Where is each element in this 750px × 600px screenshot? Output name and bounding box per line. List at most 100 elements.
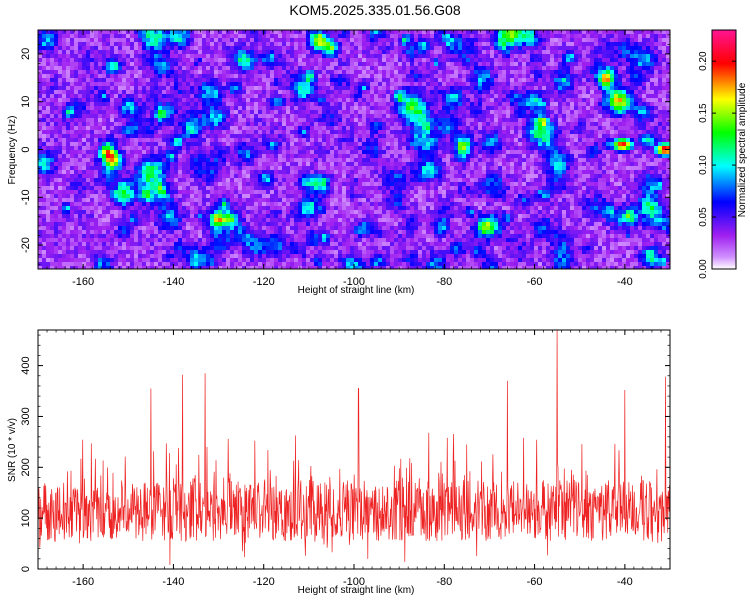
spectrogram-cell (38, 110, 43, 115)
spectrogram-cell (402, 122, 407, 127)
spectrogram-cell (654, 98, 659, 103)
spectrogram-cell (118, 50, 123, 55)
spectrogram-cell (514, 58, 519, 63)
spectrogram-cell (98, 102, 103, 107)
spectrogram-cell (618, 70, 623, 75)
spectrogram-cell (178, 86, 183, 91)
spectrogram-cell (446, 50, 451, 55)
spectrogram-cell (662, 78, 667, 83)
spectrogram-cell (222, 74, 227, 79)
spectrogram-cell (138, 78, 143, 83)
spectrogram-cell (46, 70, 51, 75)
spectrogram-cell (310, 106, 315, 111)
spectrogram-cell (622, 58, 627, 63)
spectrogram-cell (438, 50, 443, 55)
spectrogram-cell (642, 90, 647, 95)
spectrogram-cell (254, 114, 259, 119)
spectrogram-cell (106, 126, 111, 131)
spectrogram-cell (402, 74, 407, 79)
spectrogram-cell (442, 150, 447, 155)
spectrogram-cell (438, 90, 443, 95)
spectrogram-cell (634, 122, 639, 127)
spectrogram-cell (534, 50, 539, 55)
spectrogram-cell (570, 42, 575, 47)
spectrogram-cell (406, 98, 411, 103)
spectrogram-cell (642, 114, 647, 119)
spectrogram-cell (478, 74, 483, 79)
spectrogram-cell (574, 50, 579, 55)
spectrogram-cell (66, 98, 71, 103)
spectrogram-cell (282, 66, 287, 71)
spectrogram-cell (662, 46, 667, 51)
spectrogram-cell (518, 114, 523, 119)
spectrogram-cell (158, 150, 163, 155)
spectrogram-cell (350, 94, 355, 99)
spectrogram-cell (382, 138, 387, 143)
spectrogram-cell (402, 134, 407, 139)
spectrogram-cell (518, 122, 523, 127)
spectrogram-cell (258, 86, 263, 91)
spectrogram-cell (434, 58, 439, 63)
spectrogram-cell (242, 54, 247, 59)
spectrogram-cell (582, 114, 587, 119)
spectrogram-cell (402, 58, 407, 63)
spectrogram-cell (306, 54, 311, 59)
spectrogram-cell (630, 86, 635, 91)
spectrogram-cell (198, 62, 203, 67)
spectrogram-cell (378, 42, 383, 47)
spectrogram-cell (510, 38, 515, 43)
spectrogram-cell (282, 90, 287, 95)
spectrogram-cell (538, 114, 543, 119)
spectrogram-cell (430, 70, 435, 75)
spectrogram-cell (150, 154, 155, 159)
spectrogram-cell (494, 142, 499, 147)
spectrogram-cell (618, 146, 623, 151)
spectrogram-cell (430, 46, 435, 51)
spectrogram-cell (182, 78, 187, 83)
spectrogram-cell (118, 142, 123, 147)
spectrogram-cell (206, 122, 211, 127)
spectrogram-cell (602, 86, 607, 91)
spectrogram-cell (206, 102, 211, 107)
spectrogram-cell (358, 62, 363, 67)
spectrogram-cell (130, 138, 135, 143)
spectrogram-cell (590, 134, 595, 139)
spectrogram-cell (546, 34, 551, 39)
spectrogram-cell (338, 94, 343, 99)
spectrogram-cell (210, 42, 215, 47)
spectrogram-cell (654, 130, 659, 135)
spectrogram-cell (106, 106, 111, 111)
spectrogram-cell (626, 46, 631, 51)
spectrogram-cell (522, 58, 527, 63)
spectrogram-cell (498, 86, 503, 91)
spectrogram-cell (54, 146, 59, 151)
spectrogram-cell (538, 58, 543, 63)
spectrogram-cell (86, 134, 91, 139)
spectrogram-cell (150, 146, 155, 151)
spectrogram-cell (50, 86, 55, 91)
spectrogram-cell (378, 110, 383, 115)
spectrogram-cell (578, 150, 583, 155)
spectrogram-cell (118, 154, 123, 159)
spectrogram-cell (422, 50, 427, 55)
spectrogram-cell (594, 118, 599, 123)
spectrogram-cell (178, 154, 183, 159)
spectrogram-cell (122, 150, 127, 155)
spectrogram-cell (62, 82, 67, 87)
spectrogram-cell (118, 130, 123, 135)
spectrogram-cell (66, 70, 71, 75)
spectrogram-cell (406, 54, 411, 59)
spectrogram-cell (578, 130, 583, 135)
spectrogram-cell (454, 54, 459, 59)
spectrogram-cell (554, 150, 559, 155)
spectrogram-cell (326, 42, 331, 47)
spectrogram-cell (430, 66, 435, 71)
spectrogram-cell (450, 50, 455, 55)
spectrogram-cell (298, 90, 303, 95)
spectrogram-cell (62, 86, 67, 91)
spectrogram-cell (242, 114, 247, 119)
spectrogram-cell (302, 150, 307, 155)
spectrogram-cell (622, 34, 627, 39)
spectrogram-cell (346, 134, 351, 139)
spectrogram-cell (266, 122, 271, 127)
